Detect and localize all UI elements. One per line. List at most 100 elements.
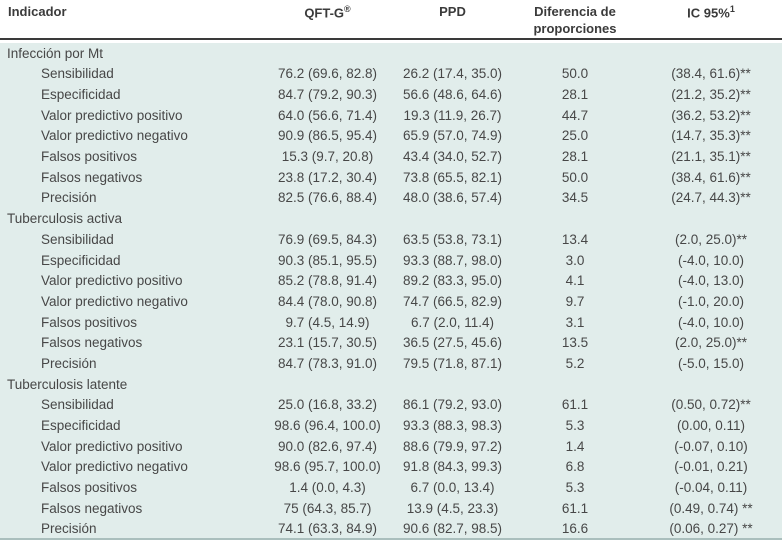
registered-trademark-superscript: ® [344, 4, 351, 14]
diff-cell: 50.0 [561, 169, 589, 185]
table-row: Precisión 74.1 (63.3, 84.9) 90.6 (82.7, 98… [0, 518, 782, 541]
table-row: Falsos negativos 23.8 (17.2, 30.4) 73.8 (6… [0, 166, 782, 188]
qft-cell: 90.3 (85.1, 95.5) [277, 252, 378, 268]
ppd-cell: 6.7 (2.0, 11.4) [410, 314, 495, 330]
column-label: QFT-G [304, 5, 345, 21]
ppd-cell: 86.1 (79.2, 93.0) [402, 397, 503, 413]
qft-cell: 23.1 (15.7, 30.5) [277, 335, 378, 351]
section-title: Tuberculosis latente [7, 376, 128, 392]
header-row: Indicador QFT-G® PPD Diferencia de propo… [0, 0, 782, 40]
qft-cell: 76.9 (69.5, 84.3) [277, 231, 378, 247]
column-label: IC 95% [687, 5, 730, 21]
header-spacer [0, 38, 782, 43]
footnote-1-superscript: 1 [729, 4, 735, 14]
indicator-cell: Especificidad [41, 418, 121, 433]
column-header-qft-g: QFT-G® [260, 0, 395, 40]
ci-cell: (36.2, 53.2)** [671, 107, 751, 123]
qft-cell: 90.0 (82.6, 97.4) [277, 438, 378, 454]
diff-cell: 61.1 [561, 500, 589, 516]
ci-cell: (21.2, 35.2)** [671, 87, 751, 102]
ci-cell: (-1.0, 20.0) [677, 293, 745, 309]
indicator-cell: Valor predictivo positivo [41, 273, 183, 289]
qft-cell: 75 (64.3, 85.7) [283, 500, 372, 516]
column-label: Diferencia de proporciones [533, 4, 617, 36]
ppd-cell: 88.6 (79.9, 97.2) [402, 438, 503, 454]
ppd-cell: 26.2 (17.4, 35.0) [402, 66, 503, 82]
ci-cell: (24.7, 44.3)** [671, 190, 751, 206]
indicator-cell: Sensibilidad [41, 66, 114, 82]
qft-cell: 64.0 (56.6, 71.4) [277, 107, 378, 123]
column-label: Indicador [8, 4, 67, 19]
diff-cell: 5.2 [565, 355, 585, 371]
ci-cell: (2.0, 25.0)** [674, 335, 748, 351]
diff-cell: 28.1 [561, 149, 589, 165]
ppd-cell: 43.4 (34.0, 52.7) [402, 149, 503, 165]
ppd-cell: 65.9 (57.0, 74.9) [402, 128, 503, 144]
diff-cell: 1.4 [565, 438, 585, 454]
ci-cell: (0.06, 0.27) ** [640, 518, 782, 541]
table-row: Falsos positivos 1.4 (0.0, 4.3) 6.7 (0.0, … [0, 477, 782, 498]
ci-cell: (-0.04, 0.11) [674, 480, 748, 496]
diff-cell: 13.5 [561, 335, 589, 351]
diff-cell: 34.5 [561, 190, 589, 206]
ppd-cell: 74.7 (66.5, 82.9) [402, 293, 503, 309]
indicator-cell: Falsos positivos [41, 480, 138, 496]
qft-cell: 85.2 (78.8, 91.4) [277, 273, 378, 289]
qft-cell: 84.7 (78.3, 91.0) [277, 355, 378, 371]
table-row: Precisión 82.5 (76.6, 88.4) 48.0 (38.6, 57… [0, 187, 782, 209]
table-row: Falsos positivos 9.7 (4.5, 14.9) 6.7 (2.0,… [0, 311, 782, 333]
indicator-cell: Valor predictivo negativo [41, 293, 188, 309]
ppd-cell: 6.7 (0.0, 13.4) [410, 480, 495, 496]
diff-cell: 16.6 [510, 518, 640, 541]
indicator-cell: Precisión [0, 518, 260, 541]
diff-cell: 6.8 [565, 459, 585, 475]
diff-cell: 3.0 [565, 252, 585, 268]
diff-cell: 13.4 [561, 231, 589, 247]
table-row: Valor predictivo positivo 64.0 (56.6, 71.… [0, 104, 782, 126]
ci-cell: (-0.01, 0.21) [674, 459, 748, 475]
ppd-cell: 91.8 (84.3, 99.3) [402, 459, 503, 475]
qft-cell: 84.4 (78.0, 90.8) [277, 293, 378, 309]
diff-cell: 4.1 [565, 273, 585, 289]
ci-cell: (0.00, 0.11) [676, 418, 746, 433]
ppd-cell: 90.6 (82.7, 98.5) [395, 518, 510, 541]
indicator-cell: Especificidad [41, 252, 121, 268]
ppd-cell: 36.5 (27.5, 45.6) [402, 335, 503, 351]
indicator-cell: Especificidad [41, 87, 121, 102]
table-row: Valor predictivo negativo 84.4 (78.0, 90.… [0, 291, 782, 312]
column-header-ic95: IC 95%1 [640, 0, 782, 40]
indicator-cell: Sensibilidad [41, 231, 114, 247]
ppd-cell: 73.8 (65.5, 82.1) [402, 169, 503, 185]
qft-cell: 9.7 (4.5, 14.9) [285, 314, 370, 330]
qft-cell: 98.6 (96.4, 100.0) [274, 418, 381, 433]
diff-cell: 50.0 [561, 66, 589, 82]
ci-cell: (-4.0, 13.0) [677, 273, 745, 289]
qft-cell: 74.1 (63.3, 84.9) [260, 518, 395, 541]
table-row: Sensibilidad 76.9 (69.5, 84.3) 63.5 (53.8,… [0, 228, 782, 250]
section-title: Tuberculosis activa [7, 211, 123, 227]
section-title: Infección por Mt [7, 45, 104, 61]
table-row: Valor predictivo negativo 90.9 (86.5, 95.… [0, 125, 782, 147]
ci-cell: (0.50, 0.72)** [671, 397, 751, 413]
diff-cell: 3.1 [565, 314, 585, 330]
table-row: Especificidad 90.3 (85.1, 95.5) 93.3 (88.7… [0, 249, 782, 271]
table-row: Especificidad 84.7 (79.2, 90.3) 56.6 (48.6… [0, 84, 782, 105]
indicator-cell: Sensibilidad [41, 397, 114, 413]
section-row: Tuberculosis latente [0, 373, 782, 395]
table-row: Falsos positivos 15.3 (9.7, 20.8) 43.4 (34… [0, 146, 782, 167]
qft-cell: 90.9 (86.5, 95.4) [277, 128, 378, 144]
ppd-cell: 93.3 (88.7, 98.0) [402, 252, 503, 268]
indicator-cell: Falsos positivos [41, 149, 138, 165]
ci-cell: (-0.07, 0.10) [674, 438, 748, 454]
qft-cell: 1.4 (0.0, 4.3) [289, 480, 366, 496]
table-row: Falsos negativos 23.1 (15.7, 30.5) 36.5 (2… [0, 332, 782, 354]
indicator-cell: Falsos negativos [41, 169, 143, 185]
diff-cell: 5.3 [565, 480, 585, 496]
ci-cell: (2.0, 25.0)** [674, 231, 748, 247]
table-row: Falsos negativos 75 (64.3, 85.7) 13.9 (4.5… [0, 497, 782, 519]
diff-cell: 61.1 [561, 397, 589, 413]
table-row: Especificidad 98.6 (96.4, 100.0) 93.3 (88.… [0, 415, 782, 436]
ci-cell: (-4.0, 10.0) [677, 314, 745, 330]
